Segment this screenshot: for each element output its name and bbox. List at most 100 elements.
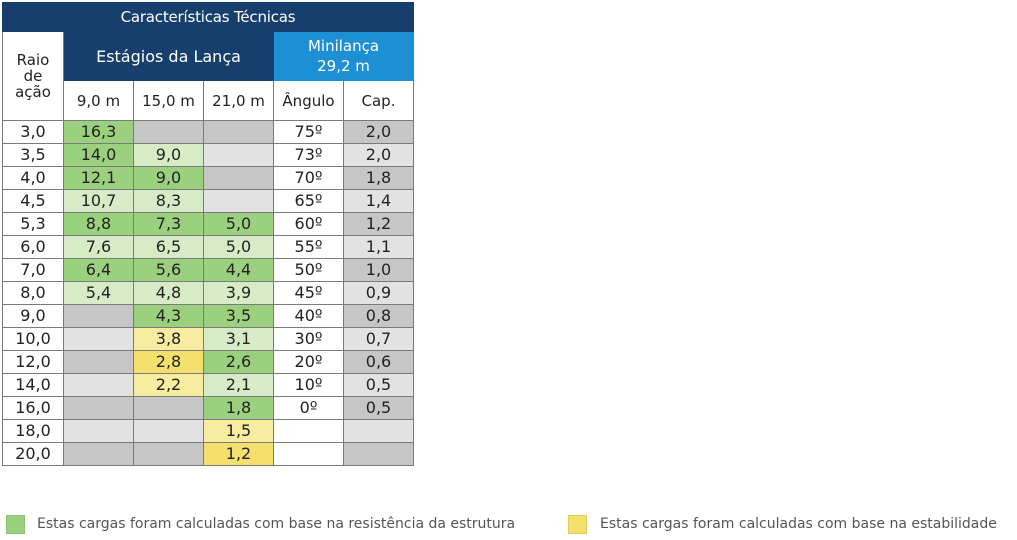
load-9m-cell: [63, 304, 134, 328]
load-21m-cell: 4,4: [203, 258, 274, 282]
load-15m-cell: 2,2: [133, 373, 204, 397]
capacity-cell: 0,5: [343, 373, 414, 397]
load-21m-cell: 3,5: [203, 304, 274, 328]
load-15m-cell: 3,8: [133, 327, 204, 351]
load-9m-cell: [63, 373, 134, 397]
load-9m-cell: [63, 327, 134, 351]
capacity-cell: 2,0: [343, 143, 414, 167]
load-21m-cell: 3,1: [203, 327, 274, 351]
legend-green-swatch: [6, 515, 25, 534]
legend-green-text: Estas cargas foram calculadas com base n…: [37, 516, 516, 532]
capacity-cell: 2,0: [343, 120, 414, 144]
capacity-cell: 1,2: [343, 212, 414, 236]
angle-cell: 20º: [273, 350, 344, 374]
table-row: 9,0 4,3 3,5 40º 0,8: [2, 304, 414, 328]
raio-header: Raio de ação: [2, 31, 64, 121]
raio-cell: 4,5: [2, 189, 64, 213]
subheader-15m: 15,0 m: [133, 80, 204, 121]
load-21m-cell: 2,6: [203, 350, 274, 374]
capacity-cell: 1,4: [343, 189, 414, 213]
load-15m-cell: [133, 120, 204, 144]
load-15m-cell: [133, 396, 204, 420]
capacity-cell: 1,8: [343, 166, 414, 190]
raio-cell: 3,0: [2, 120, 64, 144]
angle-cell: 73º: [273, 143, 344, 167]
angle-cell: [273, 419, 344, 443]
load-9m-cell: [63, 396, 134, 420]
load-9m-cell: 6,4: [63, 258, 134, 282]
raio-cell: 9,0: [2, 304, 64, 328]
table-row: 6,0 7,6 6,5 5,0 55º 1,1: [2, 235, 414, 259]
load-15m-cell: 4,3: [133, 304, 204, 328]
legend-yellow-text: Estas cargas foram calculadas com base n…: [600, 516, 997, 532]
subheader-9m: 9,0 m: [63, 80, 134, 121]
raio-cell: 6,0: [2, 235, 64, 259]
load-21m-cell: [203, 189, 274, 213]
table-body: 3,0 16,3 75º 2,0 3,5 14,0 9,0 73º 2,0 4,0 12,1 9,0 7…: [2, 120, 414, 466]
load-15m-cell: 9,0: [133, 166, 204, 190]
load-15m-cell: 7,3: [133, 212, 204, 236]
table-row: 3,5 14,0 9,0 73º 2,0: [2, 143, 414, 167]
table-row: 4,5 10,7 8,3 65º 1,4: [2, 189, 414, 213]
subheader-21m: 21,0 m: [203, 80, 274, 121]
raio-cell: 20,0: [2, 442, 64, 466]
table-row: 3,0 16,3 75º 2,0: [2, 120, 414, 144]
angle-cell: 55º: [273, 235, 344, 259]
load-9m-cell: 12,1: [63, 166, 134, 190]
capacity-cell: 0,5: [343, 396, 414, 420]
load-21m-cell: 1,5: [203, 419, 274, 443]
table-row: 14,0 2,2 2,1 10º 0,5: [2, 373, 414, 397]
load-15m-cell: 5,6: [133, 258, 204, 282]
angle-cell: 10º: [273, 373, 344, 397]
angle-cell: 75º: [273, 120, 344, 144]
angle-cell: 50º: [273, 258, 344, 282]
load-21m-cell: 3,9: [203, 281, 274, 305]
minilanca-header-label: Minilança 29,2 m: [307, 37, 380, 75]
load-21m-cell: [203, 143, 274, 167]
load-21m-cell: 5,0: [203, 212, 274, 236]
table-row: 16,0 1,8 0º 0,5: [2, 396, 414, 420]
table-row: 12,0 2,8 2,6 20º 0,6: [2, 350, 414, 374]
angle-cell: 40º: [273, 304, 344, 328]
load-21m-cell: 1,8: [203, 396, 274, 420]
load-15m-cell: 2,8: [133, 350, 204, 374]
capacity-cell: 1,1: [343, 235, 414, 259]
load-21m-cell: [203, 166, 274, 190]
capacity-cell: 0,6: [343, 350, 414, 374]
table-row: 5,3 8,8 7,3 5,0 60º 1,2: [2, 212, 414, 236]
estagios-header: Estágios da Lança: [63, 31, 274, 81]
raio-cell: 7,0: [2, 258, 64, 282]
load-15m-cell: 8,3: [133, 189, 204, 213]
capacity-cell: 1,0: [343, 258, 414, 282]
load-15m-cell: 4,8: [133, 281, 204, 305]
table-row: 7,0 6,4 5,6 4,4 50º 1,0: [2, 258, 414, 282]
table-row: 18,0 1,5: [2, 419, 414, 443]
angle-cell: 30º: [273, 327, 344, 351]
load-21m-cell: 2,1: [203, 373, 274, 397]
raio-cell: 5,3: [2, 212, 64, 236]
angle-cell: 0º: [273, 396, 344, 420]
table-row: 4,0 12,1 9,0 70º 1,8: [2, 166, 414, 190]
raio-cell: 8,0: [2, 281, 64, 305]
capacity-cell: 0,7: [343, 327, 414, 351]
raio-cell: 18,0: [2, 419, 64, 443]
capacity-cell: [343, 442, 414, 466]
load-9m-cell: 14,0: [63, 143, 134, 167]
raio-header-label: Raio de ação: [15, 51, 51, 101]
load-9m-cell: 7,6: [63, 235, 134, 259]
raio-cell: 16,0: [2, 396, 64, 420]
load-15m-cell: 6,5: [133, 235, 204, 259]
angle-cell: 65º: [273, 189, 344, 213]
load-9m-cell: [63, 442, 134, 466]
load-15m-cell: [133, 442, 204, 466]
raio-cell: 10,0: [2, 327, 64, 351]
angle-cell: 70º: [273, 166, 344, 190]
raio-cell: 12,0: [2, 350, 64, 374]
angle-cell: 45º: [273, 281, 344, 305]
table-title: Características Técnicas: [2, 2, 414, 32]
load-9m-cell: [63, 350, 134, 374]
capacity-cell: 0,8: [343, 304, 414, 328]
load-15m-cell: 9,0: [133, 143, 204, 167]
load-9m-cell: 16,3: [63, 120, 134, 144]
subheader-cap: Cap.: [343, 80, 414, 121]
